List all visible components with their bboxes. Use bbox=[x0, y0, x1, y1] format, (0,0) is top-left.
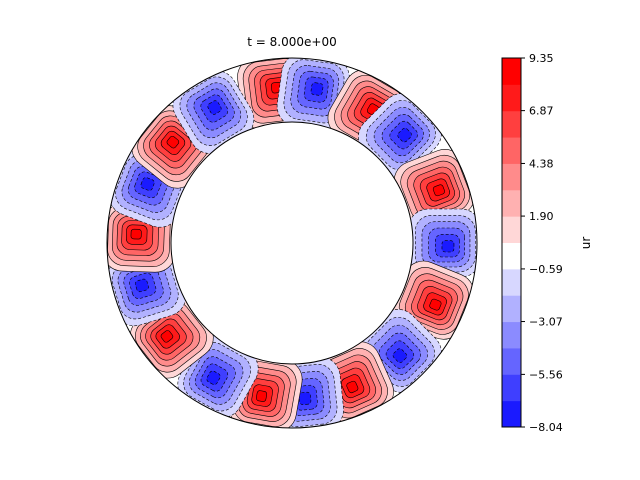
colorbar-tick-label: 6.87 bbox=[529, 105, 554, 118]
outer-boundary bbox=[106, 57, 478, 429]
contour-level bbox=[429, 298, 442, 311]
colorbar-tick-label: 4.38 bbox=[529, 157, 554, 170]
contour-cells bbox=[102, 53, 481, 433]
colorbar-tick-label: 1.90 bbox=[529, 210, 554, 223]
contour-level bbox=[130, 228, 142, 240]
colorbar-band bbox=[502, 347, 521, 375]
colorbar: 9.35 6.87 4.38 1.90 −0.59 −3.07 −5.56 −8.04 ur bbox=[501, 52, 593, 434]
contour-level bbox=[346, 380, 359, 394]
colorbar-band bbox=[502, 374, 521, 402]
colorbar-band bbox=[502, 216, 521, 243]
colorbar-ticks: 9.35 6.87 4.38 1.90 −0.59 −3.07 −5.56 −8.04 bbox=[521, 52, 563, 434]
colorbar-frame bbox=[501, 57, 522, 428]
colorbar-tick-label: −0.59 bbox=[529, 263, 563, 276]
colorbar-band bbox=[502, 295, 521, 323]
colorbar-band bbox=[502, 84, 521, 112]
contour-level bbox=[160, 330, 174, 343]
contour-level bbox=[207, 100, 222, 115]
contour-level bbox=[441, 240, 455, 253]
colorbar-tick-label: −8.04 bbox=[529, 421, 563, 434]
contour-level bbox=[432, 184, 445, 197]
negative-cell bbox=[408, 208, 481, 278]
colorbar-band bbox=[502, 163, 521, 191]
colorbar-band bbox=[502, 137, 521, 164]
negative-cell bbox=[358, 93, 442, 177]
colorbar-tick-label: −3.07 bbox=[529, 316, 563, 329]
contour-level bbox=[256, 390, 268, 402]
colorbar-band bbox=[502, 242, 521, 270]
positive-cell bbox=[393, 149, 476, 228]
contour-level bbox=[392, 348, 408, 363]
plot-area bbox=[102, 53, 481, 433]
positive-cell bbox=[392, 260, 475, 340]
negative-cell bbox=[177, 335, 259, 418]
contour-level bbox=[310, 82, 324, 96]
contour-level bbox=[298, 391, 312, 405]
colorbar-tick-label: 9.35 bbox=[529, 52, 554, 65]
contour-level bbox=[166, 135, 180, 149]
colorbar-band bbox=[502, 268, 521, 296]
chart-title: t = 8.000e+00 bbox=[247, 35, 336, 49]
contour-level bbox=[140, 177, 155, 191]
colorbar-label: ur bbox=[579, 237, 593, 250]
colorbar-band bbox=[502, 58, 521, 85]
inner-boundary bbox=[170, 121, 414, 365]
colorbar-bands bbox=[502, 58, 521, 428]
contour-level bbox=[206, 370, 221, 385]
negative-cell bbox=[358, 309, 442, 393]
colorbar-band bbox=[502, 110, 521, 138]
contour-level bbox=[397, 127, 412, 143]
contour-level bbox=[134, 278, 149, 293]
colorbar-tick-label: −5.56 bbox=[529, 368, 563, 381]
colorbar-band bbox=[502, 321, 521, 349]
negative-cell bbox=[172, 70, 255, 154]
colorbar-band bbox=[502, 400, 521, 428]
colorbar-band bbox=[502, 189, 521, 217]
